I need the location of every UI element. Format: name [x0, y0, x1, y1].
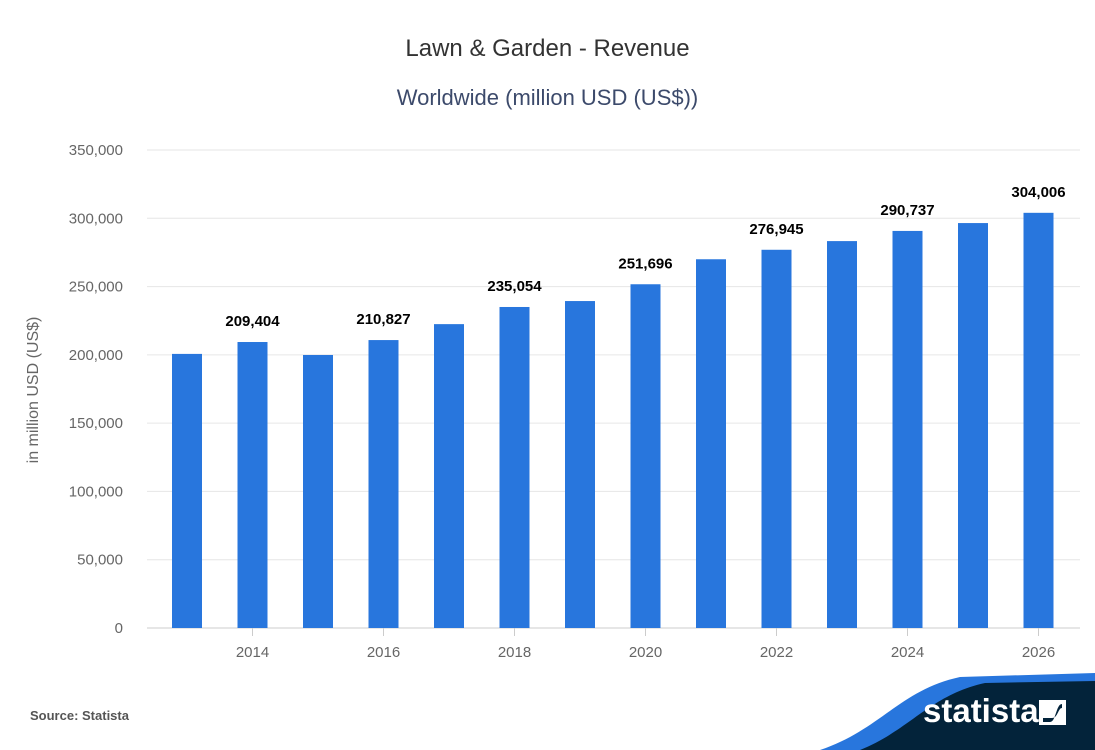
bar-2018: [499, 306, 530, 628]
data-label: 235,054: [487, 278, 542, 295]
bar-2015: [303, 354, 333, 628]
y-tick-label: 300,000: [69, 210, 123, 227]
data-label: 251,696: [618, 255, 672, 272]
chart-subtitle: Worldwide (million USD (US$)): [396, 85, 699, 110]
data-label: 304,006: [1011, 184, 1065, 201]
footer-band: [860, 681, 1095, 750]
x-tick-label: 2014: [236, 644, 269, 661]
data-label: 209,404: [225, 313, 280, 330]
bar-2016: [368, 340, 399, 628]
data-label: 276,945: [749, 221, 803, 238]
y-tick-label: 350,000: [69, 142, 123, 159]
bar-2019: [565, 301, 595, 628]
y-tick-label: 250,000: [69, 279, 123, 296]
bar-2013: [172, 353, 202, 628]
bar-2025: [958, 223, 988, 628]
x-tick-label: 2018: [498, 644, 531, 661]
bar-2023: [827, 241, 857, 628]
y-axis-label: in million USD (US$): [25, 317, 42, 464]
y-tick-label: 150,000: [69, 415, 123, 432]
x-tick-label: 2024: [891, 644, 924, 661]
bar-2021: [696, 259, 726, 628]
bar-2022: [761, 249, 792, 628]
x-tick-label: 2020: [629, 644, 662, 661]
x-tick-label: 2026: [1022, 644, 1055, 661]
bar-2017: [434, 324, 464, 628]
y-tick-label: 0: [115, 620, 123, 637]
source-note: Source: Statista: [30, 708, 129, 723]
chart-title: Lawn & Garden - Revenue: [405, 35, 690, 62]
statista-logo: statista: [923, 692, 1039, 729]
data-label: 210,827: [356, 311, 410, 328]
bar-2020: [630, 284, 661, 628]
bar-2024: [892, 230, 923, 628]
bar-2026: [1023, 212, 1054, 628]
y-tick-label: 200,000: [69, 347, 123, 364]
x-tick-label: 2016: [367, 644, 400, 661]
y-tick-label: 50,000: [77, 552, 123, 569]
x-tick-label: 2022: [760, 644, 793, 661]
data-label: 290,737: [880, 202, 934, 219]
bar-2014: [237, 342, 268, 628]
y-tick-label: 100,000: [69, 483, 123, 500]
statista-logo-icon: [1039, 700, 1066, 725]
